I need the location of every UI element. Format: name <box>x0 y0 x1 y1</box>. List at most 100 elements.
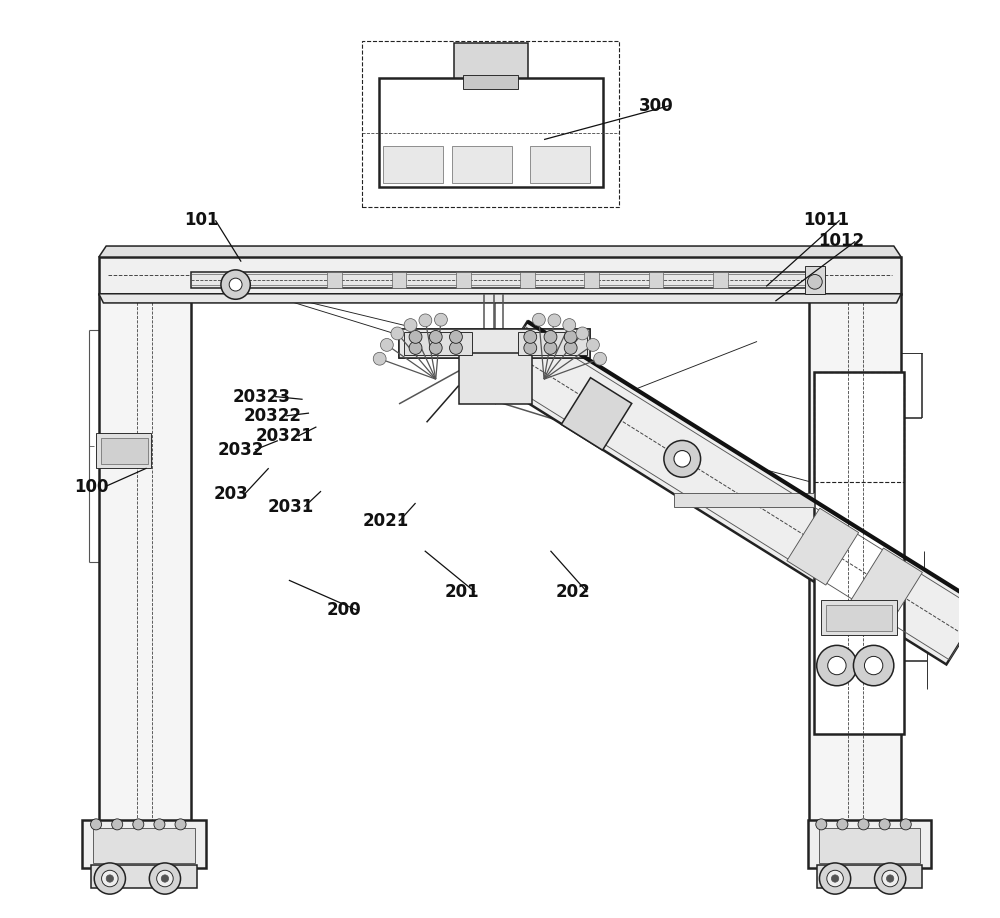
Text: 20321: 20321 <box>255 427 313 445</box>
Polygon shape <box>787 509 859 585</box>
Bar <box>459 353 532 404</box>
Circle shape <box>450 330 462 343</box>
Text: 20323: 20323 <box>232 387 290 406</box>
Circle shape <box>828 656 846 675</box>
Circle shape <box>91 819 102 830</box>
Circle shape <box>837 819 848 830</box>
Bar <box>808 820 931 868</box>
Circle shape <box>564 341 577 354</box>
Circle shape <box>831 875 839 882</box>
Bar <box>826 605 892 631</box>
Bar <box>96 433 151 468</box>
Circle shape <box>532 313 545 326</box>
Text: 2021: 2021 <box>362 512 408 531</box>
Bar <box>383 146 443 183</box>
Polygon shape <box>561 377 632 450</box>
Circle shape <box>853 645 894 686</box>
Circle shape <box>548 314 561 327</box>
Bar <box>99 257 901 294</box>
Circle shape <box>827 870 843 887</box>
Circle shape <box>563 319 576 331</box>
Bar <box>713 272 728 288</box>
Bar <box>91 865 197 888</box>
Circle shape <box>429 341 442 354</box>
Circle shape <box>404 319 417 331</box>
Bar <box>93 828 195 863</box>
Bar <box>399 329 590 358</box>
Bar <box>101 438 148 464</box>
Circle shape <box>380 339 393 352</box>
Circle shape <box>900 819 911 830</box>
Polygon shape <box>99 294 901 303</box>
Bar <box>452 146 512 183</box>
Circle shape <box>564 330 577 343</box>
Circle shape <box>858 819 869 830</box>
Bar <box>821 600 897 635</box>
Bar <box>99 294 191 822</box>
Bar <box>518 332 587 355</box>
Bar <box>456 272 471 288</box>
Circle shape <box>864 656 883 675</box>
Polygon shape <box>491 321 983 665</box>
Circle shape <box>154 819 165 830</box>
Circle shape <box>524 330 537 343</box>
Bar <box>814 372 904 734</box>
Circle shape <box>229 278 242 291</box>
Text: 100: 100 <box>74 477 109 496</box>
Polygon shape <box>99 246 901 257</box>
Circle shape <box>409 330 422 343</box>
Polygon shape <box>851 548 922 625</box>
Bar <box>674 493 814 507</box>
Bar <box>399 329 590 358</box>
Circle shape <box>882 870 898 887</box>
Circle shape <box>157 870 173 887</box>
Circle shape <box>544 330 557 343</box>
Text: 2032: 2032 <box>218 441 264 459</box>
Circle shape <box>106 875 114 882</box>
Circle shape <box>587 339 599 352</box>
Bar <box>392 272 406 288</box>
Bar <box>463 75 518 89</box>
Text: 1012: 1012 <box>818 232 865 251</box>
Text: 201: 201 <box>444 583 479 601</box>
Text: 1011: 1011 <box>803 211 849 230</box>
Circle shape <box>373 353 386 365</box>
Bar <box>805 266 825 294</box>
Circle shape <box>816 819 827 830</box>
Text: 300: 300 <box>639 96 673 115</box>
Text: 2031: 2031 <box>268 498 314 516</box>
Circle shape <box>576 327 589 340</box>
Circle shape <box>94 863 125 894</box>
Circle shape <box>133 819 144 830</box>
Circle shape <box>221 270 250 299</box>
Bar <box>814 372 904 482</box>
Circle shape <box>391 327 404 340</box>
Circle shape <box>819 863 851 894</box>
Circle shape <box>149 863 181 894</box>
Text: 202: 202 <box>556 583 591 601</box>
Text: 200: 200 <box>327 601 361 620</box>
Bar <box>454 43 528 78</box>
Bar <box>649 272 663 288</box>
Bar <box>379 78 603 187</box>
Text: 20322: 20322 <box>243 407 301 425</box>
Bar <box>362 41 619 207</box>
Bar <box>82 820 206 868</box>
Circle shape <box>161 875 169 882</box>
Circle shape <box>450 341 462 354</box>
Bar <box>520 272 535 288</box>
Circle shape <box>886 875 894 882</box>
Bar <box>530 146 590 183</box>
Circle shape <box>429 330 442 343</box>
Circle shape <box>674 451 691 467</box>
Bar <box>809 294 901 822</box>
Circle shape <box>808 274 822 289</box>
Bar <box>819 828 920 863</box>
Bar <box>584 272 599 288</box>
Bar <box>817 865 922 888</box>
Bar <box>191 272 809 288</box>
Circle shape <box>524 341 537 354</box>
Circle shape <box>879 819 890 830</box>
Circle shape <box>175 819 186 830</box>
Circle shape <box>112 819 123 830</box>
